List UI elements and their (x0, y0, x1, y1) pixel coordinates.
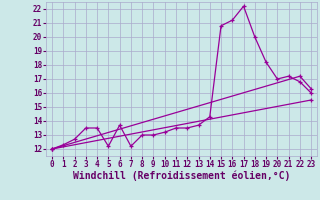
X-axis label: Windchill (Refroidissement éolien,°C): Windchill (Refroidissement éolien,°C) (73, 171, 290, 181)
